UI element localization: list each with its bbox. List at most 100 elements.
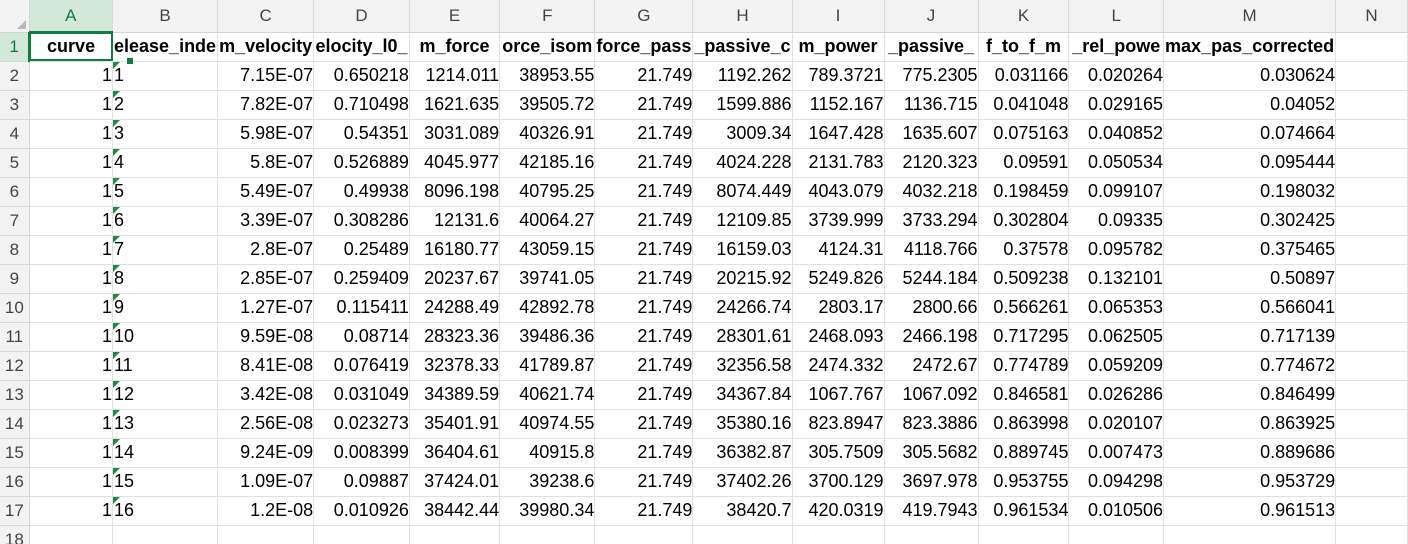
cell-d17[interactable]: 0.010926 bbox=[313, 496, 410, 526]
cell-h9[interactable]: 20215.92 bbox=[692, 264, 793, 294]
cell-e17[interactable]: 38442.44 bbox=[409, 496, 501, 526]
row-header-3[interactable]: 3 bbox=[0, 90, 30, 120]
cell-f8[interactable]: 43059.15 bbox=[499, 235, 596, 265]
cell-e13[interactable]: 34389.59 bbox=[409, 380, 501, 410]
cell-l5[interactable]: 0.050534 bbox=[1068, 148, 1165, 178]
cell-g12[interactable]: 21.749 bbox=[594, 351, 694, 381]
cell-n12[interactable] bbox=[1335, 351, 1408, 381]
cell-h7[interactable]: 12109.85 bbox=[692, 206, 793, 236]
cell-d12[interactable]: 0.076419 bbox=[313, 351, 410, 381]
cell-n3[interactable] bbox=[1335, 90, 1408, 120]
cell-c1[interactable]: m_velocity bbox=[217, 32, 315, 62]
cell-a7[interactable]: 1 bbox=[29, 206, 114, 236]
cell-l9[interactable]: 0.132101 bbox=[1068, 264, 1165, 294]
cell-c4[interactable]: 5.98E-07 bbox=[217, 119, 315, 149]
cell-n10[interactable] bbox=[1335, 293, 1408, 323]
cell-g11[interactable]: 21.749 bbox=[594, 322, 694, 352]
cell-l8[interactable]: 0.095782 bbox=[1068, 235, 1165, 265]
cell-g8[interactable]: 21.749 bbox=[594, 235, 694, 265]
cell-e14[interactable]: 35401.91 bbox=[409, 409, 501, 439]
cell-d10[interactable]: 0.115411 bbox=[313, 293, 410, 323]
cell-f2[interactable]: 38953.55 bbox=[499, 61, 596, 91]
cell-i18[interactable] bbox=[792, 525, 885, 544]
cell-a8[interactable]: 1 bbox=[29, 235, 114, 265]
cell-i7[interactable]: 3739.999 bbox=[792, 206, 885, 236]
cell-n15[interactable] bbox=[1335, 438, 1408, 468]
cell-j12[interactable]: 2472.67 bbox=[884, 351, 979, 381]
cell-j15[interactable]: 305.5682 bbox=[884, 438, 979, 468]
column-header-i[interactable]: I bbox=[792, 0, 885, 33]
cell-a14[interactable]: 1 bbox=[29, 409, 114, 439]
cell-f7[interactable]: 40064.27 bbox=[499, 206, 596, 236]
column-header-l[interactable]: L bbox=[1068, 0, 1165, 33]
cell-i1[interactable]: m_power bbox=[792, 32, 885, 62]
cell-l2[interactable]: 0.020264 bbox=[1068, 61, 1165, 91]
cell-k7[interactable]: 0.302804 bbox=[978, 206, 1070, 236]
row-header-9[interactable]: 9 bbox=[0, 264, 30, 294]
cell-c5[interactable]: 5.8E-07 bbox=[217, 148, 315, 178]
cell-j6[interactable]: 4032.218 bbox=[884, 177, 979, 207]
cell-d2[interactable]: 0.650218 bbox=[313, 61, 410, 91]
cell-h2[interactable]: 1192.262 bbox=[692, 61, 793, 91]
cell-k13[interactable]: 0.846581 bbox=[978, 380, 1070, 410]
cell-d8[interactable]: 0.25489 bbox=[313, 235, 410, 265]
cell-l12[interactable]: 0.059209 bbox=[1068, 351, 1165, 381]
cell-b15[interactable]: 14 bbox=[112, 438, 219, 468]
column-header-b[interactable]: B bbox=[112, 0, 219, 33]
cell-e3[interactable]: 1621.635 bbox=[409, 90, 501, 120]
cell-g1[interactable]: force_pass bbox=[594, 32, 694, 62]
cell-h14[interactable]: 35380.16 bbox=[692, 409, 793, 439]
cell-b13[interactable]: 12 bbox=[112, 380, 219, 410]
cell-h18[interactable] bbox=[692, 525, 793, 544]
cell-b10[interactable]: 9 bbox=[112, 293, 219, 323]
cell-m12[interactable]: 0.774672 bbox=[1163, 351, 1337, 381]
cell-e18[interactable] bbox=[409, 525, 501, 544]
cell-e8[interactable]: 16180.77 bbox=[409, 235, 501, 265]
cell-m2[interactable]: 0.030624 bbox=[1163, 61, 1337, 91]
cell-e15[interactable]: 36404.61 bbox=[409, 438, 501, 468]
cell-n1[interactable] bbox=[1335, 32, 1408, 62]
cell-j5[interactable]: 2120.323 bbox=[884, 148, 979, 178]
cell-h6[interactable]: 8074.449 bbox=[692, 177, 793, 207]
cell-h13[interactable]: 34367.84 bbox=[692, 380, 793, 410]
cell-k16[interactable]: 0.953755 bbox=[978, 467, 1070, 497]
cell-m16[interactable]: 0.953729 bbox=[1163, 467, 1337, 497]
cell-a9[interactable]: 1 bbox=[29, 264, 114, 294]
cell-e2[interactable]: 1214.011 bbox=[409, 61, 501, 91]
cell-b11[interactable]: 10 bbox=[112, 322, 219, 352]
cell-l17[interactable]: 0.010506 bbox=[1068, 496, 1165, 526]
cell-d14[interactable]: 0.023273 bbox=[313, 409, 410, 439]
cell-i4[interactable]: 1647.428 bbox=[792, 119, 885, 149]
cell-j2[interactable]: 775.2305 bbox=[884, 61, 979, 91]
cell-n5[interactable] bbox=[1335, 148, 1408, 178]
cell-d9[interactable]: 0.259409 bbox=[313, 264, 410, 294]
cell-k6[interactable]: 0.198459 bbox=[978, 177, 1070, 207]
cell-d11[interactable]: 0.08714 bbox=[313, 322, 410, 352]
cell-l7[interactable]: 0.09335 bbox=[1068, 206, 1165, 236]
cell-h1[interactable]: _passive_c bbox=[692, 32, 793, 62]
cell-k1[interactable]: f_to_f_m bbox=[978, 32, 1070, 62]
cell-i8[interactable]: 4124.31 bbox=[792, 235, 885, 265]
cell-e16[interactable]: 37424.01 bbox=[409, 467, 501, 497]
cell-k14[interactable]: 0.863998 bbox=[978, 409, 1070, 439]
cell-i12[interactable]: 2474.332 bbox=[792, 351, 885, 381]
cell-f6[interactable]: 40795.25 bbox=[499, 177, 596, 207]
cell-f17[interactable]: 39980.34 bbox=[499, 496, 596, 526]
cell-l3[interactable]: 0.029165 bbox=[1068, 90, 1165, 120]
cell-m15[interactable]: 0.889686 bbox=[1163, 438, 1337, 468]
cell-h15[interactable]: 36382.87 bbox=[692, 438, 793, 468]
cell-l11[interactable]: 0.062505 bbox=[1068, 322, 1165, 352]
cell-c13[interactable]: 3.42E-08 bbox=[217, 380, 315, 410]
row-header-10[interactable]: 10 bbox=[0, 293, 30, 323]
cell-h17[interactable]: 38420.7 bbox=[692, 496, 793, 526]
row-header-2[interactable]: 2 bbox=[0, 61, 30, 91]
cell-g6[interactable]: 21.749 bbox=[594, 177, 694, 207]
cell-a1[interactable]: curve bbox=[29, 32, 114, 62]
cell-j10[interactable]: 2800.66 bbox=[884, 293, 979, 323]
row-header-18[interactable]: 18 bbox=[0, 525, 30, 544]
cell-l4[interactable]: 0.040852 bbox=[1068, 119, 1165, 149]
cell-d16[interactable]: 0.09887 bbox=[313, 467, 410, 497]
cell-n18[interactable] bbox=[1335, 525, 1408, 544]
cell-e5[interactable]: 4045.977 bbox=[409, 148, 501, 178]
cell-n6[interactable] bbox=[1335, 177, 1408, 207]
